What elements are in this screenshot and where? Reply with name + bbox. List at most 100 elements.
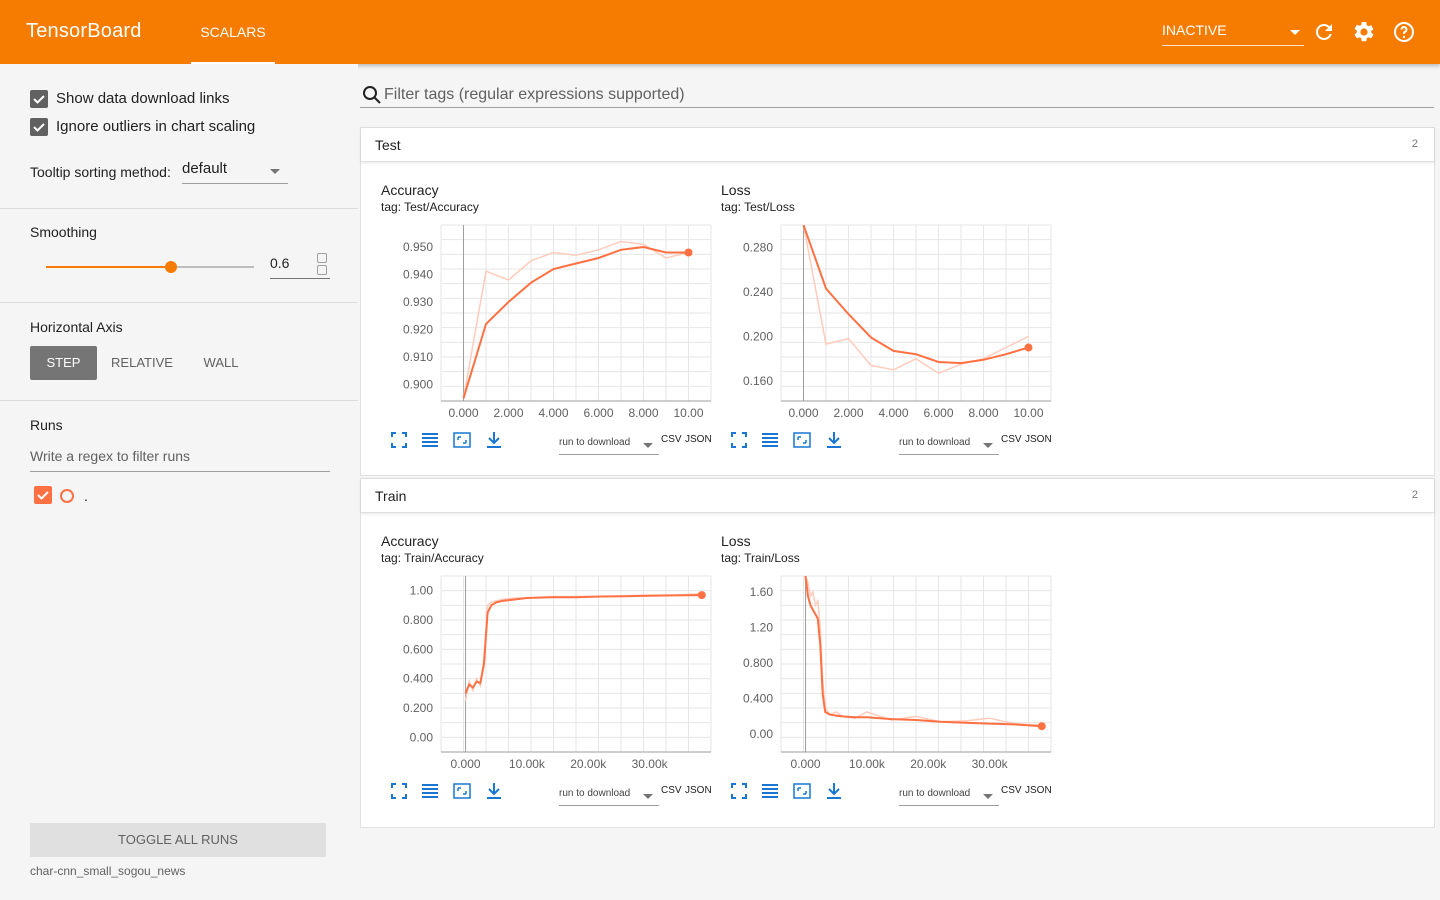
- divider: [0, 208, 358, 209]
- series-last-point: [684, 248, 693, 257]
- series-line-smoothed: [804, 576, 1042, 728]
- card-title: Loss: [721, 182, 751, 198]
- json-link[interactable]: JSON: [685, 434, 712, 445]
- card-tag: tag: Train/Accuracy: [381, 551, 484, 565]
- x-tick-label: 10.00: [1013, 406, 1043, 420]
- fit-domain-icon[interactable]: [452, 781, 472, 801]
- run-to-download-select[interactable]: run to download: [559, 788, 659, 806]
- y-tick-label: 0.200: [743, 329, 773, 343]
- axis-relative-button[interactable]: RELATIVE: [111, 355, 173, 370]
- panel-test-header[interactable]: Test 2: [361, 128, 1434, 162]
- tooltip-sorting-label: Tooltip sorting method:: [30, 164, 171, 180]
- panel-train: Train 2 Accuracy tag: Train/Accuracy 0.0…: [360, 478, 1435, 828]
- panel-train-header[interactable]: Train 2: [361, 479, 1434, 513]
- spin-up-icon[interactable]: [317, 253, 327, 263]
- y-tick-label: 1.60: [750, 585, 774, 599]
- chevron-down-icon: [983, 794, 993, 799]
- runs-filter-input[interactable]: Write a regex to filter runs: [30, 448, 330, 472]
- y-tick-label: 0.800: [403, 613, 433, 627]
- x-tick-label: 20.00k: [570, 757, 607, 771]
- y-tick-label: 0.200: [403, 701, 433, 715]
- x-tick-label: 10.00k: [509, 757, 546, 771]
- tag-filter-placeholder: Filter tags (regular expressions support…: [384, 86, 685, 103]
- csv-link[interactable]: CSV: [661, 785, 682, 796]
- ignore-outliers-checkbox[interactable]: [30, 118, 48, 136]
- smoothing-input[interactable]: 0.6: [270, 253, 330, 279]
- horizontal-axis-title: Horizontal Axis: [30, 319, 123, 335]
- run-to-download-label: run to download: [899, 788, 971, 799]
- fullscreen-icon[interactable]: [389, 430, 409, 450]
- tab-scalars[interactable]: SCALARS: [191, 0, 275, 64]
- card-test-loss: Loss tag: Test/Loss 0.160 0.200 0.240 0.280…: [701, 162, 1052, 462]
- list-icon[interactable]: [420, 781, 440, 801]
- card-train-accuracy: Accuracy tag: Train/Accuracy 0.00 0.200 0.…: [361, 513, 712, 813]
- fit-domain-icon[interactable]: [452, 430, 472, 450]
- chart-train-loss[interactable]: 0.00 0.400 0.800 1.20 1.60 0.000 10.00k 20.00k 3…: [701, 513, 1061, 775]
- chart-train-accuracy[interactable]: 0.00 0.200 0.400 0.600 0.800 1.00 0.000 10.00k 2…: [361, 513, 721, 775]
- csv-link[interactable]: CSV: [661, 434, 682, 445]
- y-tick-label: 0.00: [750, 727, 774, 741]
- chart-test-loss[interactable]: 0.160 0.200 0.240 0.280 0.000 2.000 4.000 6.000…: [701, 162, 1061, 424]
- x-tick-label: 2.000: [493, 406, 523, 420]
- x-tick-label: 0.000: [791, 757, 821, 771]
- chevron-down-icon: [643, 794, 653, 799]
- download-icon[interactable]: [824, 430, 844, 450]
- series-last-point: [697, 591, 706, 600]
- run-state-select[interactable]: INACTIVE: [1162, 22, 1304, 46]
- chevron-down-icon: [643, 443, 653, 448]
- y-tick-label: 0.00: [410, 730, 434, 744]
- run-color-circle[interactable]: [60, 489, 74, 503]
- chart-test-accuracy[interactable]: 0.900 0.910 0.920 0.930 0.940 0.950 0.000 2.000…: [361, 162, 721, 424]
- list-icon[interactable]: [760, 430, 780, 450]
- json-link[interactable]: JSON: [685, 785, 712, 796]
- fullscreen-icon[interactable]: [729, 781, 749, 801]
- axis-wall-button[interactable]: WALL: [203, 355, 239, 370]
- x-tick-label: 4.000: [538, 406, 568, 420]
- series-line-raw: [804, 576, 1042, 727]
- run-to-download-label: run to download: [899, 437, 971, 448]
- series-line-raw: [802, 225, 1029, 375]
- csv-link[interactable]: CSV: [1001, 434, 1022, 445]
- y-tick-label: 0.600: [403, 642, 433, 656]
- refresh-icon[interactable]: [1312, 20, 1336, 44]
- show-download-checkbox[interactable]: [30, 90, 48, 108]
- download-icon[interactable]: [484, 430, 504, 450]
- spin-down-icon[interactable]: [317, 265, 327, 275]
- fit-domain-icon[interactable]: [792, 781, 812, 801]
- divider: [0, 302, 358, 303]
- download-icon[interactable]: [824, 781, 844, 801]
- x-tick-label: 10.00k: [849, 757, 886, 771]
- run-to-download-select[interactable]: run to download: [899, 788, 999, 806]
- ignore-outliers-label: Ignore outliers in chart scaling: [56, 118, 256, 135]
- toggle-all-runs-button[interactable]: TOGGLE ALL RUNS: [30, 823, 326, 857]
- x-tick-label: 30.00k: [632, 757, 669, 771]
- fullscreen-icon[interactable]: [729, 430, 749, 450]
- y-tick-label: 0.280: [743, 240, 773, 254]
- fit-domain-icon[interactable]: [792, 430, 812, 450]
- axis-step-button[interactable]: STEP: [30, 346, 97, 380]
- csv-link[interactable]: CSV: [1001, 785, 1022, 796]
- tab-scalars-label: SCALARS: [200, 24, 266, 40]
- download-icon[interactable]: [484, 781, 504, 801]
- tag-filter-input[interactable]: Filter tags (regular expressions support…: [360, 80, 1434, 108]
- fullscreen-icon[interactable]: [389, 781, 409, 801]
- gear-icon[interactable]: [1352, 20, 1376, 44]
- list-icon[interactable]: [760, 781, 780, 801]
- card-title: Accuracy: [381, 533, 439, 549]
- run-to-download-select[interactable]: run to download: [899, 437, 999, 455]
- json-link[interactable]: JSON: [1025, 434, 1052, 445]
- list-icon[interactable]: [420, 430, 440, 450]
- y-tick-label: 0.940: [403, 268, 433, 282]
- tooltip-sorting-select[interactable]: default: [182, 160, 288, 184]
- runs-title: Runs: [30, 417, 63, 433]
- help-icon[interactable]: [1392, 20, 1416, 44]
- show-download-label: Show data download links: [56, 90, 230, 107]
- slider-knob[interactable]: [165, 261, 177, 273]
- run-to-download-select[interactable]: run to download: [559, 437, 659, 455]
- chevron-down-icon: [270, 169, 280, 174]
- y-tick-label: 0.800: [743, 656, 773, 670]
- series-line-smoothed: [464, 594, 702, 694]
- json-link[interactable]: JSON: [1025, 785, 1052, 796]
- run-checkbox[interactable]: [34, 486, 52, 504]
- x-tick-label: 4.000: [878, 406, 908, 420]
